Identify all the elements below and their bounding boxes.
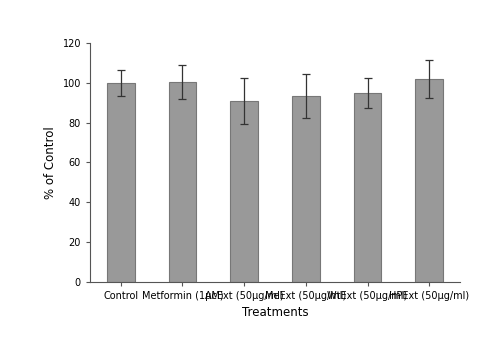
- Bar: [168, 82, 196, 282]
- Bar: [107, 83, 134, 282]
- Bar: [230, 101, 258, 282]
- X-axis label: Treatments: Treatments: [242, 306, 308, 319]
- Bar: [292, 96, 320, 282]
- Y-axis label: % of Control: % of Control: [44, 126, 57, 199]
- Bar: [416, 79, 443, 282]
- Bar: [354, 93, 382, 282]
